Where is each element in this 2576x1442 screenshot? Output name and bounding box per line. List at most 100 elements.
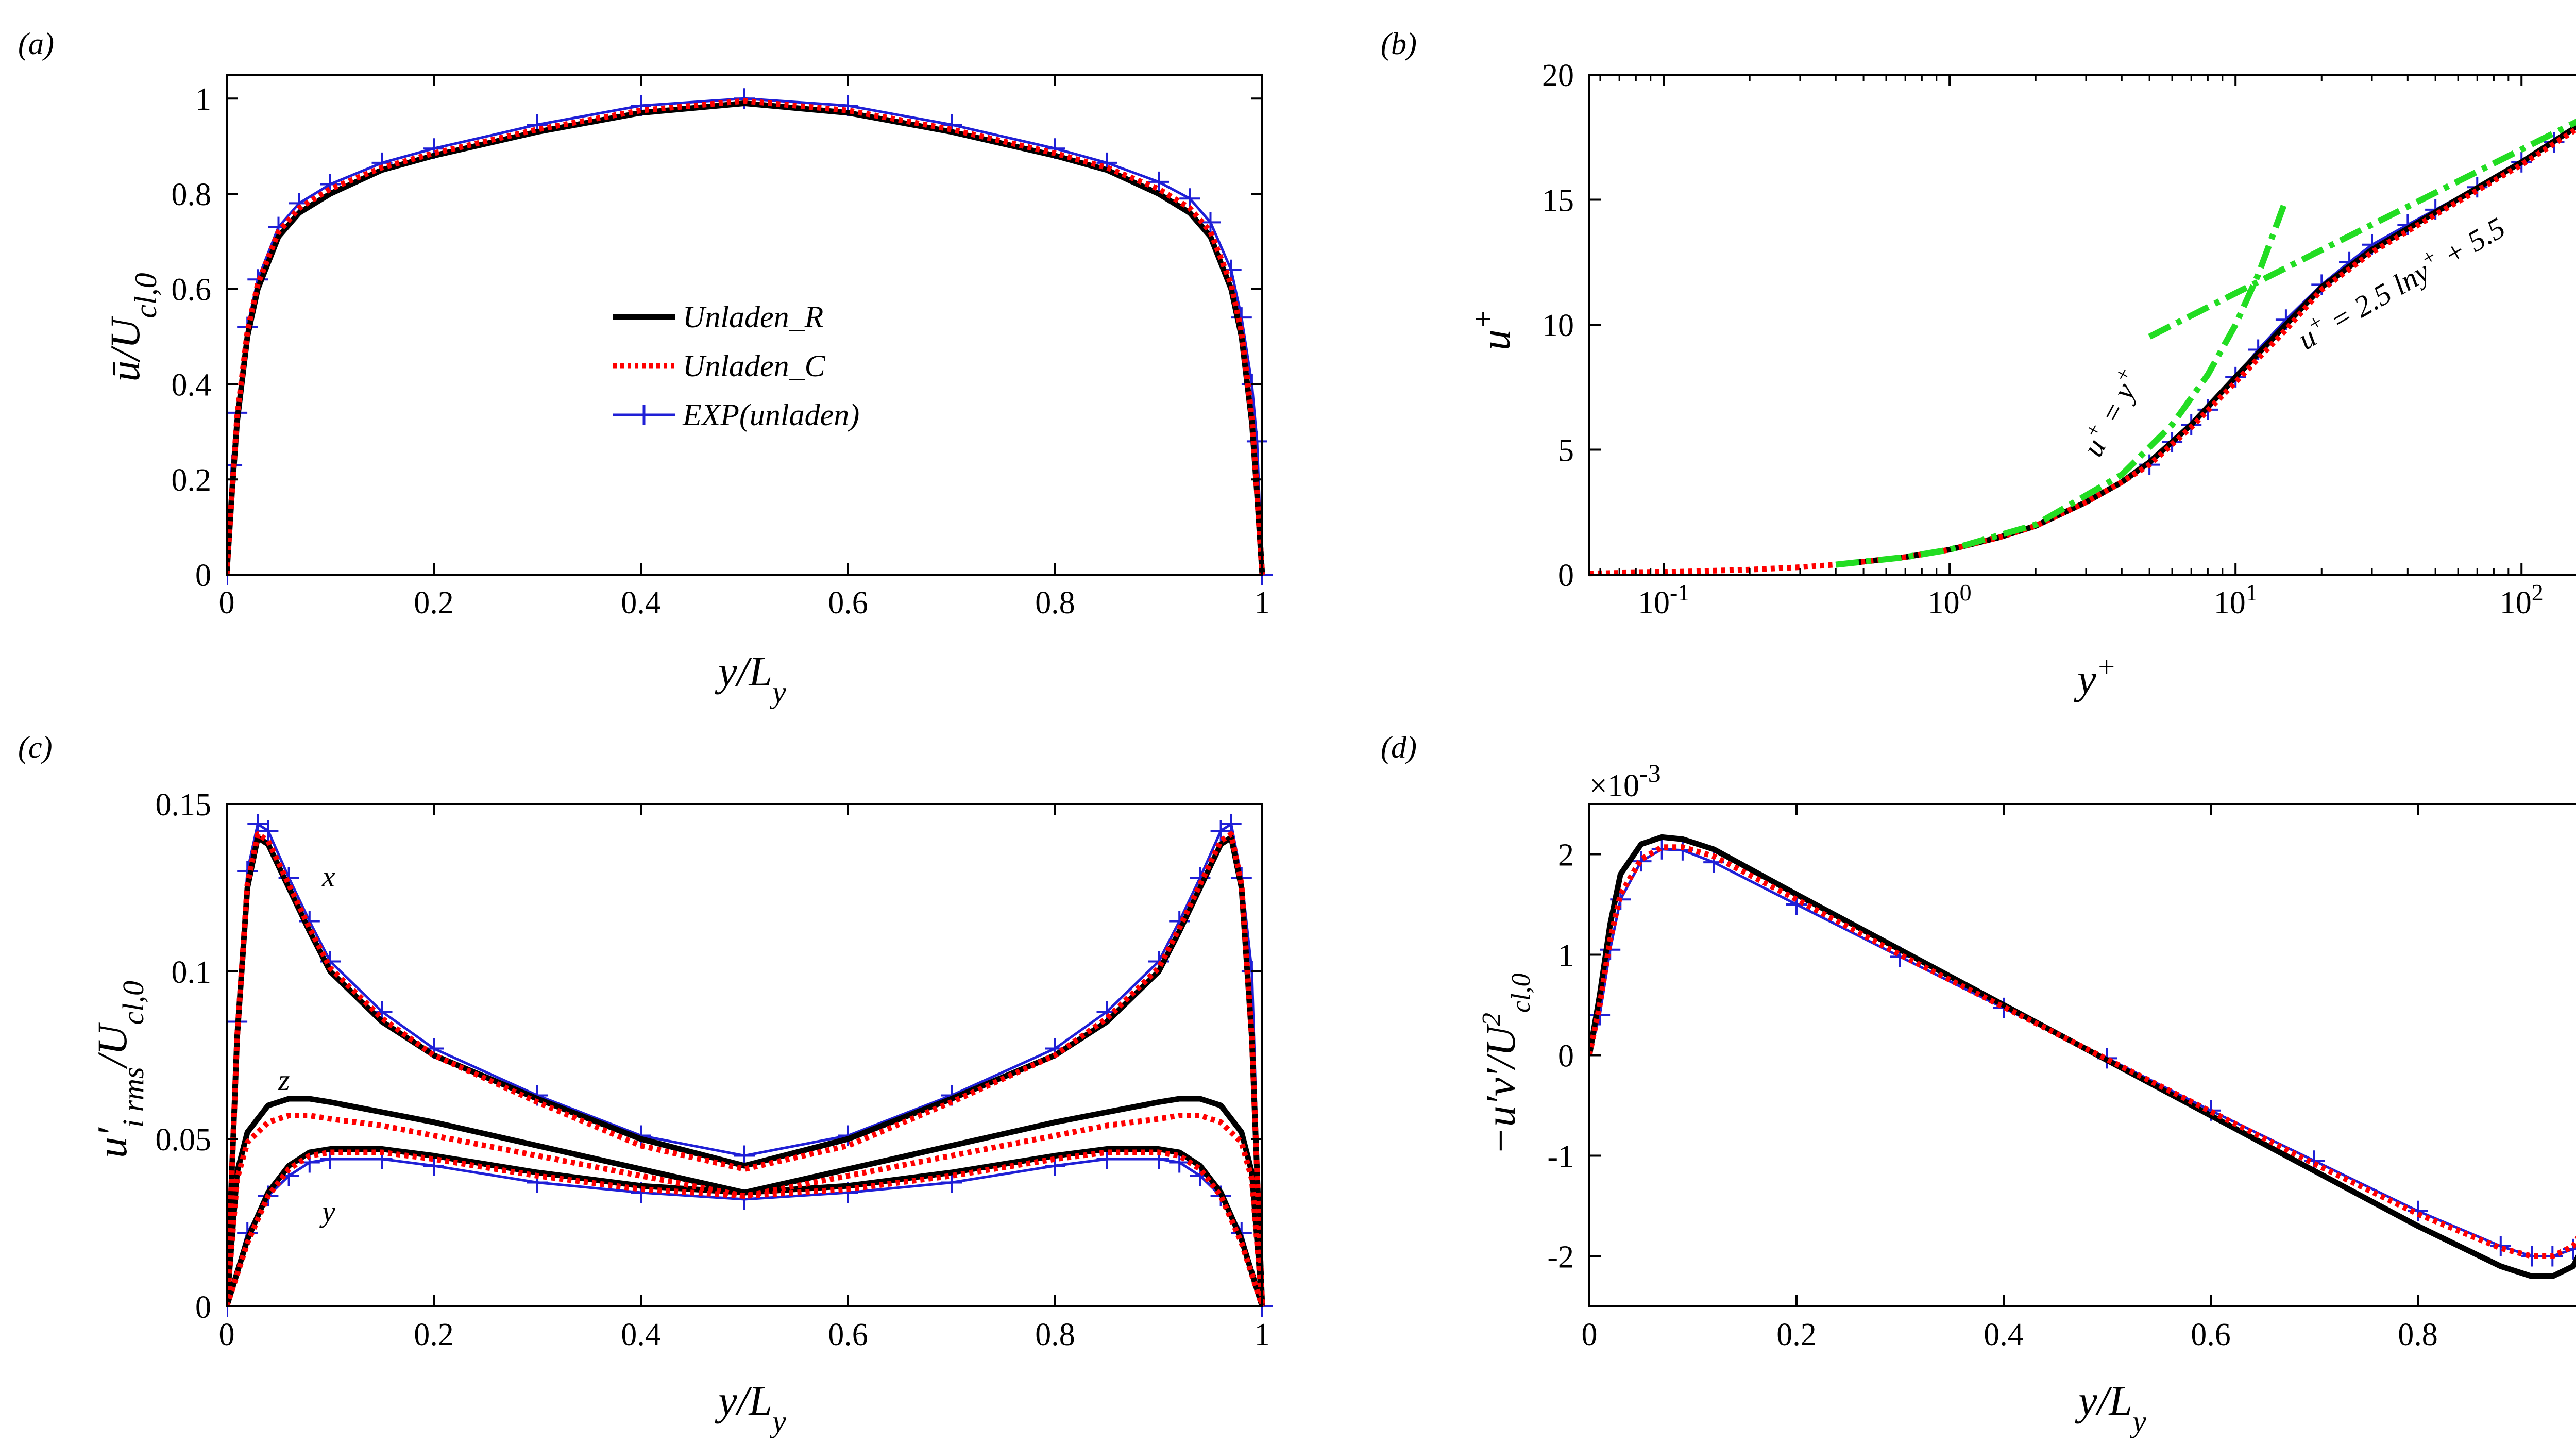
y-tick-label-2: 10 xyxy=(1542,308,1574,343)
legend-marker-exp xyxy=(634,405,654,425)
x-tick-label-1: 0.2 xyxy=(414,1317,454,1352)
series-unladen-r-line xyxy=(1835,123,2576,568)
series-exp-unladen-marker-23 xyxy=(1246,431,1267,452)
series-exp-unladen-marker-16 xyxy=(2521,1246,2543,1267)
series-unladen-c-line xyxy=(1589,844,2576,1259)
x-tick-label-2: 0.4 xyxy=(1984,1317,2024,1352)
panel-a: (a) 0 0.2 0.4 0.6 0.8 1 0 0.2 0.4 0.6 0.8 1 y/Ly ū/… xyxy=(18,27,1273,709)
y-axis-label-a: ū/Ucl,0 xyxy=(101,273,163,381)
series-u-2-5-lny-5-5-line xyxy=(2148,119,2576,340)
annotation-x-component: x xyxy=(321,860,335,893)
x-tick-label-0: 0 xyxy=(219,1317,235,1352)
legend-label-unladen-r: Unladen_R xyxy=(683,300,823,334)
x-tick-label-5: 1 xyxy=(1255,1317,1270,1352)
annotation-y-component: y xyxy=(319,1195,335,1228)
x-tick-label-4: 0.8 xyxy=(1035,585,1075,621)
series-exp-unladen-x-line xyxy=(227,821,1264,1307)
legend-label-unladen-c: Unladen_C xyxy=(683,349,826,383)
y-axis-label-d: −u′v′/U2cl,0 xyxy=(1477,973,1536,1155)
panel-label-b: (b) xyxy=(1381,27,1417,61)
x-tick-label-2: 0.4 xyxy=(621,1317,661,1352)
series-unladen-r-x-line xyxy=(227,834,1265,1307)
panel-label-a: (a) xyxy=(18,27,54,61)
series-unladen-c-line xyxy=(227,98,1265,575)
series-exp-unladen-y-marker-13 xyxy=(1045,1155,1065,1176)
series-exp-unladen-y-marker-14 xyxy=(1096,1149,1117,1169)
y-tick-label-4: 0.8 xyxy=(172,177,212,212)
series-exp-unladen-x-marker-12 xyxy=(734,1145,755,1166)
y-tick-label-2: 0.4 xyxy=(172,367,212,403)
series-exp-unladen-marker-18 xyxy=(1179,188,1200,209)
axis-multiplier-d: ×10-3 xyxy=(1589,759,1661,803)
plot-frame-c xyxy=(226,803,1263,1307)
x-tick-label-3: 0.6 xyxy=(2191,1317,2231,1352)
y-tick-label-0: 0 xyxy=(195,558,211,593)
x-tick-label-4: 0.8 xyxy=(2398,1317,2438,1352)
y-tick-label-3: 0.15 xyxy=(156,787,212,823)
series-exp-unladen-marker-4 xyxy=(1631,851,1652,872)
legend-label-exp: EXP(unladen) xyxy=(682,398,859,432)
series-unladen-r-y-line xyxy=(227,1146,1265,1307)
series-exp-unladen-y-marker-12 xyxy=(941,1172,962,1193)
y-tick-label-5: 1 xyxy=(195,82,211,117)
y-tick-label-2: 0.1 xyxy=(172,955,212,990)
y-tick-label-0: 0 xyxy=(1558,558,1574,593)
plot-frame-a xyxy=(226,74,1263,576)
series-unladen-c-y-line xyxy=(227,1149,1265,1307)
series-exp-unladen-marker-5 xyxy=(1651,839,1672,860)
y-axis-label-c: u′i rms/Ucl,0 xyxy=(89,981,150,1158)
series-exp-unladen-marker-15 xyxy=(2490,1236,2511,1256)
annotation-z-component: z xyxy=(278,1063,290,1097)
x-tick-label-1: 0.2 xyxy=(1776,1317,1817,1352)
x-tick-label-3: 102 xyxy=(2500,579,2544,621)
y-tick-label-1: 0.05 xyxy=(156,1122,212,1158)
series-exp-unladen-line xyxy=(1589,848,2576,1257)
series-exp-unladen-x-marker-4 xyxy=(258,820,279,841)
series-unladen-r-line xyxy=(227,100,1265,575)
x-tick-label-2: 101 xyxy=(2214,579,2258,621)
y-tick-label-1: 0.2 xyxy=(172,463,212,498)
y-tick-label-2: 0 xyxy=(1558,1039,1574,1074)
series-unladen-r-line xyxy=(1589,834,2576,1279)
y-tick-label-4: 2 xyxy=(1558,838,1574,873)
series-unladen-c-line xyxy=(1589,125,2576,577)
series-u-y-line xyxy=(1835,198,2289,568)
panel-label-d: (d) xyxy=(1381,730,1417,764)
y-tick-label-4: 20 xyxy=(1542,58,1574,93)
series-unladen-c-z-line xyxy=(227,1113,1265,1307)
panel-label-c: (c) xyxy=(18,730,53,764)
series-exp-unladen-marker-19 xyxy=(1200,212,1221,233)
x-tick-label-1: 100 xyxy=(1928,579,1972,621)
series-exp-unladen-marker-17 xyxy=(1148,171,1169,192)
x-axis-label-c: y/Ly xyxy=(715,1377,786,1438)
x-tick-label-3: 0.6 xyxy=(828,585,868,621)
y-tick-label-1: 5 xyxy=(1558,433,1574,468)
x-tick-label-4: 0.8 xyxy=(1035,1317,1075,1352)
series-exp-unladen-y-marker-7 xyxy=(423,1155,444,1176)
y-tick-label-3: 15 xyxy=(1542,183,1574,219)
x-axis-label-d: y/Ly xyxy=(2075,1377,2146,1438)
series-exp-unladen-y-marker-5 xyxy=(320,1149,341,1169)
series-unladen-c-x-line xyxy=(227,831,1265,1307)
x-axis-label-b: y+ xyxy=(2074,650,2116,703)
legend-a: Unladen_R Unladen_C EXP(unladen) xyxy=(613,300,859,432)
series-exp-unladen-x-marker-21 xyxy=(1221,814,1242,834)
x-tick-label-0: 0 xyxy=(219,585,235,621)
y-tick-label-1: -1 xyxy=(1547,1139,1574,1175)
x-tick-label-1: 0.2 xyxy=(414,585,454,621)
y-axis-label-b: u+ xyxy=(1466,309,1519,350)
y-tick-label-0: 0 xyxy=(195,1290,211,1325)
annotation-viscous-law: u+ = y+ xyxy=(2073,363,2149,462)
x-tick-label-0: 10-1 xyxy=(1638,579,1689,621)
y-tick-label-3: 1 xyxy=(1558,938,1574,974)
series-exp-unladen-y-line xyxy=(227,1158,1264,1307)
x-axis-label-a: y/Ly xyxy=(715,648,786,709)
x-tick-label-0: 0 xyxy=(1582,1317,1598,1352)
y-tick-label-0: -2 xyxy=(1547,1240,1574,1275)
y-tick-label-3: 0.6 xyxy=(172,273,212,308)
x-tick-label-3: 0.6 xyxy=(828,1317,868,1352)
panel-c: (c) 0 0.2 0.4 0.6 0.8 1 0 0.05 0.1 0.15 y/Ly u′i … xyxy=(18,730,1273,1438)
